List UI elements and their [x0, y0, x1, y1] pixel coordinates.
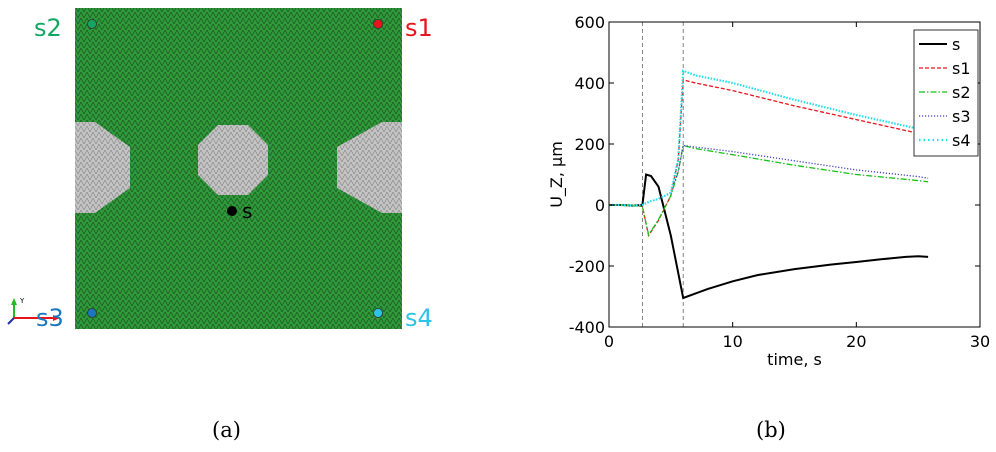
sensor-label-s3: s3 [36, 304, 64, 332]
series-line-s3 [609, 144, 929, 207]
sensor-s4-dot [373, 308, 383, 318]
series-line-s4 [609, 69, 929, 207]
plate-figure: s Y [7, 8, 402, 329]
caption-b: (b) [756, 418, 786, 442]
center-hole [198, 125, 268, 195]
right-hole [337, 122, 402, 213]
sensor-label-s2: s2 [34, 14, 62, 42]
sensor-s1-dot [373, 19, 383, 29]
x-tick-label: 10 [722, 332, 742, 351]
legend-label-s: s [952, 35, 960, 54]
legend-label-s2: s2 [952, 83, 971, 102]
legend-label-s4: s4 [952, 131, 971, 150]
source-label: s [242, 199, 252, 223]
y-tick-label: 0 [595, 196, 605, 215]
y-tick-label: 600 [574, 13, 605, 32]
panel-b-displacement-chart: 0 10 20 30 -400 -200 0 200 400 600 time, s U_Z, μm s… [480, 0, 996, 448]
panel-a-plate-model: s Y s2 s1 s3 s4 (a) [0, 0, 470, 448]
x-tick-label: 20 [846, 332, 866, 351]
sensor-s2-dot [87, 19, 97, 29]
axis-y-label: Y [19, 297, 25, 305]
x-tick-label: 0 [604, 332, 614, 351]
sensor-label-s1: s1 [405, 14, 433, 42]
sensor-label-s4: s4 [405, 304, 433, 332]
left-hole [75, 122, 130, 213]
series-line-s2 [609, 144, 929, 237]
x-axis-label: time, s [767, 350, 822, 369]
caption-a: (a) [212, 418, 241, 442]
y-axis-label: U_Z, μm [547, 141, 567, 208]
legend-label-s1: s1 [952, 59, 971, 78]
sensor-s3-dot [87, 308, 97, 318]
plot-frame [608, 21, 981, 328]
source-dot [227, 206, 237, 216]
legend-box [913, 29, 979, 157]
series-line-s [609, 173, 929, 300]
series-line-s1 [609, 79, 929, 238]
uz-chart: 0 10 20 30 -400 -200 0 200 400 600 time, s U_Z, μm s… [547, 13, 990, 369]
axis-triad-icon: Y [7, 297, 60, 325]
y-tick-label: 200 [574, 135, 605, 154]
y-tick-label: 400 [574, 74, 605, 93]
y-tick-label: -400 [569, 318, 605, 337]
legend-label-s3: s3 [952, 107, 971, 126]
y-tick-label: -200 [569, 257, 605, 276]
x-tick-label: 30 [970, 332, 990, 351]
